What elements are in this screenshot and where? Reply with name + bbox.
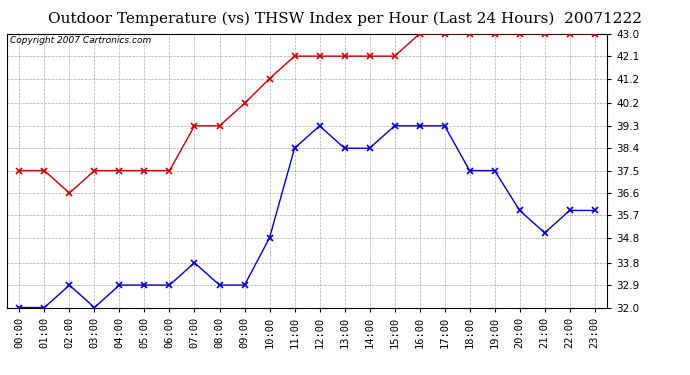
Text: Outdoor Temperature (vs) THSW Index per Hour (Last 24 Hours)  20071222: Outdoor Temperature (vs) THSW Index per … bbox=[48, 11, 642, 26]
Text: Copyright 2007 Cartronics.com: Copyright 2007 Cartronics.com bbox=[10, 36, 151, 45]
